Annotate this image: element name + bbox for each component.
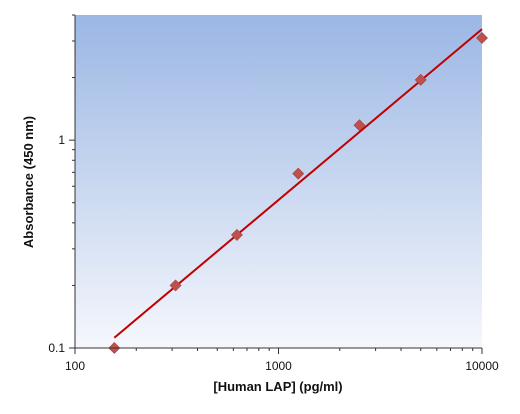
- data-point: [353, 119, 366, 132]
- data-point: [476, 32, 488, 44]
- x-tick-label: 10000: [465, 359, 499, 373]
- data-point: [414, 73, 427, 86]
- y-tick-label: 1: [58, 133, 65, 147]
- plot-area: [75, 15, 482, 348]
- y-tick-label: 0.1: [48, 341, 65, 355]
- data-point: [169, 279, 182, 292]
- x-tick-label: 100: [65, 359, 85, 373]
- data-point: [292, 167, 305, 180]
- x-tick-label: 1000: [265, 359, 292, 373]
- x-axis-title: [Human LAP] (pg/ml): [213, 379, 342, 394]
- data-point: [231, 228, 243, 241]
- y-axis-title: Absorbance (450 nm): [21, 116, 36, 248]
